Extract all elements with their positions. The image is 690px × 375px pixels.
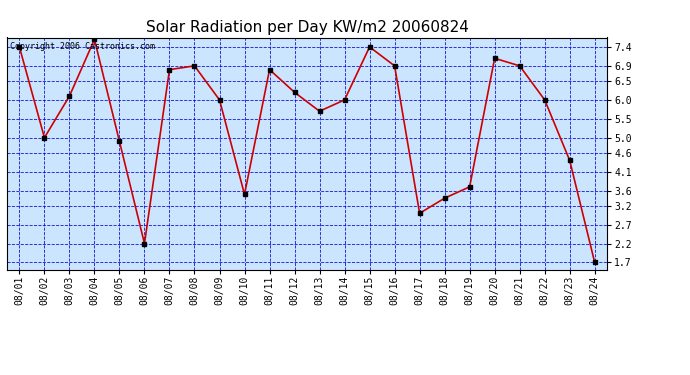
Text: Copyright 2006 Castronics.com: Copyright 2006 Castronics.com xyxy=(10,42,155,51)
Title: Solar Radiation per Day KW/m2 20060824: Solar Radiation per Day KW/m2 20060824 xyxy=(146,20,469,35)
